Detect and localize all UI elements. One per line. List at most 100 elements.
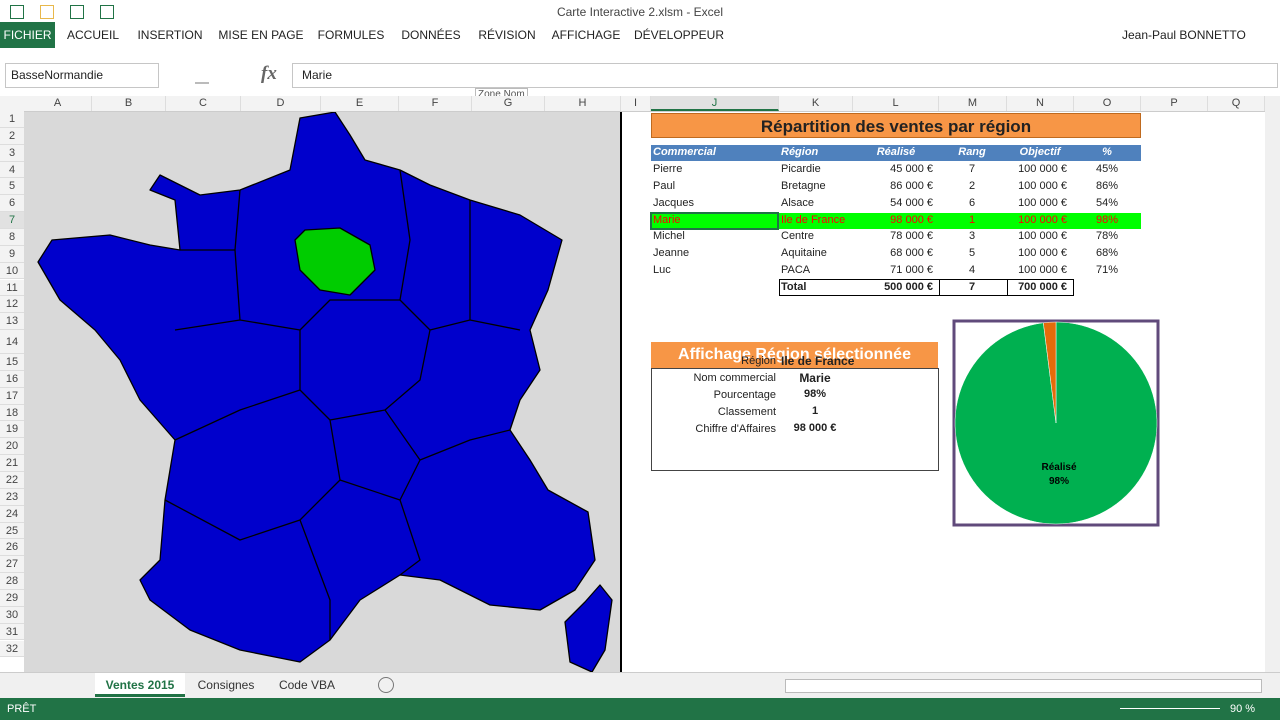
pie-slice xyxy=(1043,321,1057,424)
table-cell[interactable]: Jeanne xyxy=(653,247,690,260)
vertical-scrollbar[interactable] xyxy=(1265,96,1280,672)
table-cell[interactable]: 6 xyxy=(968,196,976,209)
table-cell[interactable]: 100 000 € xyxy=(1018,196,1067,209)
title-bar xyxy=(0,0,1280,22)
summary-label: Chiffre d'Affaires xyxy=(695,422,776,435)
quick-access-icon[interactable] xyxy=(70,5,84,19)
formula-input[interactable] xyxy=(292,63,1278,88)
table-cell[interactable]: Ile de France xyxy=(781,213,846,226)
table-cell[interactable]: Jacques xyxy=(653,196,694,209)
table-cell[interactable]: Pierre xyxy=(653,162,683,175)
table-cell[interactable]: 7 xyxy=(968,162,976,175)
table-cell[interactable]: 78% xyxy=(1095,230,1119,243)
total-divider xyxy=(939,278,940,296)
table-cell[interactable]: Alsace xyxy=(781,196,815,209)
column-header: K xyxy=(779,96,853,111)
window-controls[interactable] xyxy=(1150,4,1270,19)
active-cell[interactable] xyxy=(650,211,779,230)
total-cell: Total xyxy=(781,280,807,293)
name-box-text[interactable]: BasseNormandie xyxy=(11,68,104,82)
table-cell[interactable]: 100 000 € xyxy=(1018,264,1067,277)
table-cell[interactable]: 100 000 € xyxy=(1018,162,1067,175)
row-header: 21 xyxy=(0,455,24,472)
table-cell[interactable]: 78 000 € xyxy=(890,230,933,243)
column-header: P xyxy=(1141,96,1208,111)
table-cell[interactable]: Marie xyxy=(653,213,681,226)
table-cell[interactable]: 45 000 € xyxy=(890,162,933,175)
row-header: 20 xyxy=(0,438,24,456)
column-header: H xyxy=(545,96,621,111)
add-sheet[interactable] xyxy=(378,677,394,693)
table-cell[interactable]: 100 000 € xyxy=(1018,230,1067,243)
column-header: I xyxy=(621,96,651,111)
table-title: Répartition des ventes par région xyxy=(651,113,1141,138)
ribbon-tab[interactable]: RÉVISION xyxy=(478,28,536,42)
total-cell: 7 xyxy=(968,280,976,293)
table-cell[interactable]: Luc xyxy=(653,264,671,277)
sheet-tab[interactable]: Code VBA xyxy=(278,678,336,692)
table-cell[interactable]: Aquitaine xyxy=(781,247,827,260)
table-cell[interactable]: 1 xyxy=(968,213,976,226)
table-cell[interactable]: 71% xyxy=(1095,264,1119,277)
table-cell[interactable]: 54 000 € xyxy=(890,196,933,209)
table-cell[interactable]: 86% xyxy=(1095,179,1119,192)
formula-content[interactable]: Marie xyxy=(302,68,333,82)
highlight-row xyxy=(651,212,1141,229)
table-cell[interactable]: 98% xyxy=(1095,213,1119,226)
ribbon-tab[interactable]: FICHIER xyxy=(0,22,55,48)
column-header: D xyxy=(241,96,321,111)
quick-access-icon[interactable] xyxy=(40,5,54,19)
table-cell[interactable]: PACA xyxy=(781,264,811,277)
ribbon-tab[interactable]: DONNÉES xyxy=(401,28,461,42)
summary-value: 1 xyxy=(811,405,819,418)
table-cell[interactable]: Picardie xyxy=(781,162,821,175)
ribbon-tab[interactable]: FORMULES xyxy=(317,28,385,42)
table-cell[interactable]: 54% xyxy=(1095,196,1119,209)
table-cell[interactable]: Michel xyxy=(653,230,685,243)
ribbon-tab[interactable]: DÉVELOPPEUR xyxy=(633,28,725,42)
table-cell[interactable]: 100 000 € xyxy=(1018,179,1067,192)
table-header-cell: Réalisé xyxy=(876,146,916,159)
status-bar xyxy=(0,698,1280,720)
quick-access-icon[interactable] xyxy=(10,5,24,19)
row-header: 25 xyxy=(0,522,24,540)
table-cell[interactable]: Centre xyxy=(781,230,815,243)
table-cell[interactable]: 45% xyxy=(1095,162,1119,175)
row-header: 28 xyxy=(0,573,24,590)
table-cell[interactable]: Paul xyxy=(653,179,676,192)
table-cell[interactable]: 100 000 € xyxy=(1018,213,1067,226)
zoom-level[interactable]: 90 % xyxy=(1230,703,1256,715)
ribbon-tab[interactable]: MISE EN PAGE xyxy=(218,28,304,42)
ribbon-tab[interactable]: INSERTION xyxy=(137,28,203,42)
summary-label: Région xyxy=(741,355,776,368)
sheet-tab[interactable]: Ventes 2015 xyxy=(95,673,185,697)
fx-icon[interactable]: fx xyxy=(261,63,277,84)
table-cell[interactable]: 86 000 € xyxy=(890,179,933,192)
summary-value: 98 000 € xyxy=(793,421,837,434)
sheet-tab[interactable]: Consignes xyxy=(197,678,255,692)
column-header: L xyxy=(853,96,939,111)
table-cell[interactable]: 5 xyxy=(968,247,976,260)
horizontal-scrollbar[interactable] xyxy=(785,679,1262,693)
row-header: 6 xyxy=(0,195,24,213)
cancel-icon[interactable] xyxy=(195,68,209,84)
row-header: 31 xyxy=(0,623,24,641)
name-box[interactable] xyxy=(5,63,159,88)
table-cell[interactable]: 2 xyxy=(968,179,976,192)
table-header-cell: Rang xyxy=(958,146,986,159)
table-cell[interactable]: 68 000 € xyxy=(890,247,933,260)
ribbon-tab[interactable]: AFFICHAGE xyxy=(551,28,621,42)
table-cell[interactable]: 100 000 € xyxy=(1018,247,1067,260)
ribbon-tab[interactable]: ACCUEIL xyxy=(66,28,119,42)
summary-title: Affichage Région sélectionnée xyxy=(651,342,938,368)
table-cell[interactable]: Bretagne xyxy=(781,179,826,192)
quick-access-icon[interactable] xyxy=(100,5,114,19)
table-cell[interactable]: 3 xyxy=(968,230,976,243)
row-header: 23 xyxy=(0,488,24,506)
table-cell[interactable]: 71 000 € xyxy=(890,264,933,277)
zoom-slider[interactable] xyxy=(1120,708,1220,709)
table-cell[interactable]: 68% xyxy=(1095,247,1119,260)
table-cell[interactable]: 4 xyxy=(968,264,976,277)
table-header-bg xyxy=(651,145,1141,162)
table-cell[interactable]: 98 000 € xyxy=(890,213,933,226)
